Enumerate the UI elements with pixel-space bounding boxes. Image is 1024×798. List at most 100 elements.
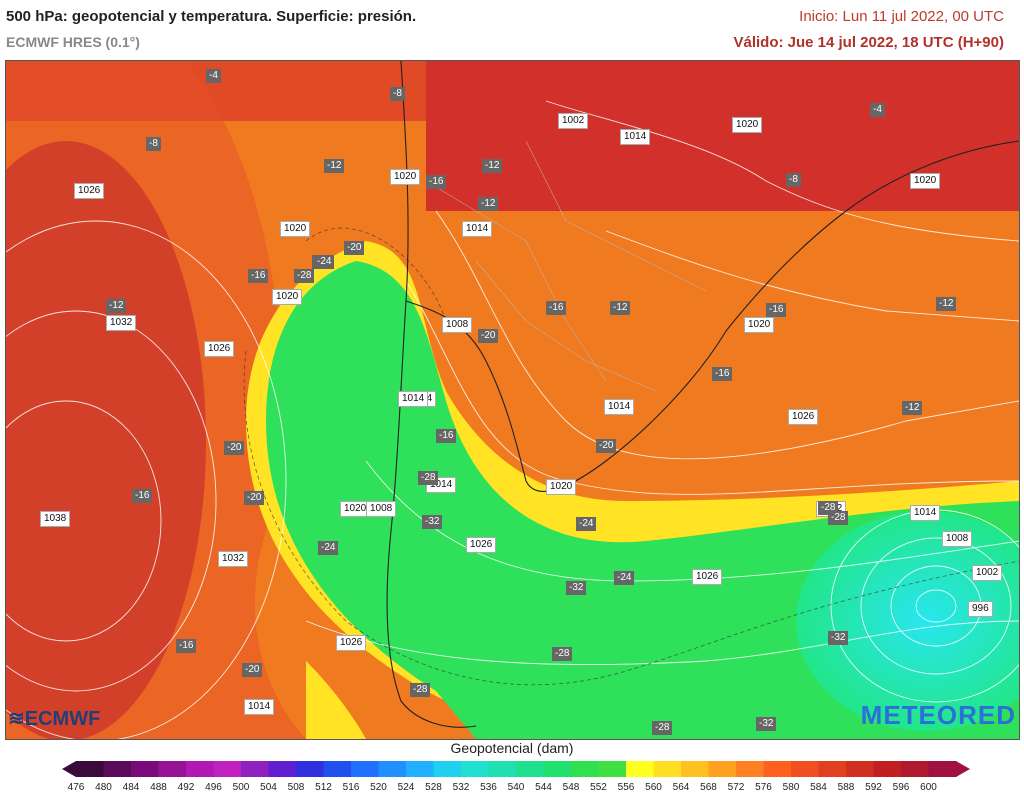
colorbar-swatch [103,761,132,777]
isotherm-label: -16 [248,269,269,283]
isotherm-label: -20 [344,241,365,255]
isobar-label: 1020 [272,289,303,305]
isobar-label: 1038 [40,511,71,527]
colorbar-tick-label: 484 [122,782,140,793]
colorbar-swatch [488,761,517,777]
colorbar-swatch [846,761,874,777]
isobar-label: 1020 [546,479,577,495]
colorbar-tick-label: 544 [535,782,552,793]
isobar-label: 1014 [604,399,635,415]
colorbar-swatch [818,761,847,777]
isobar-label: 1014 [244,699,275,715]
colorbar-tick-label: 516 [342,782,360,793]
isotherm-label: -32 [828,631,849,645]
isobar-label: 1014 [462,221,493,237]
isotherm-label: -12 [936,297,957,311]
colorbar-swatch [268,761,297,777]
isotherm-label: -16 [426,175,447,189]
colorbar-tick-label: 488 [150,782,167,793]
meteored-logo: METEORED [860,700,1016,730]
colorbar-tick-label: 540 [507,782,525,793]
isobar-label: 1020 [340,501,371,517]
isotherm-label: -16 [436,429,457,443]
isobar-label: 1026 [204,341,235,357]
isotherm-label: -16 [712,367,733,381]
colorbar-tick-label: 524 [397,782,415,793]
isotherm-label: -24 [318,541,339,555]
isotherm-label: -12 [324,159,345,173]
colorbar-tick-label: 556 [617,782,635,793]
colorbar-tick-label: 584 [810,782,827,793]
isotherm-label: -4 [870,103,885,117]
isotherm-label: -28 [828,511,849,525]
colorbar-tick-label: 492 [177,782,195,793]
isotherm-label: -4 [206,69,221,83]
isotherm-label: -20 [242,663,263,677]
colorbar-tick-label: 528 [425,782,442,793]
isobar-label: 1002 [972,565,1003,581]
isobar-label: 1008 [942,531,973,547]
colorbar-tick-label: 576 [755,782,772,793]
map-title: 500 hPa: geopotencial y temperatura. Sup… [6,8,417,25]
colorbar-swatch [213,761,242,777]
isotherm-label: -28 [652,721,673,735]
colorbar-tick-label: 476 [67,782,85,793]
colorbar-tick-label: 480 [95,782,112,793]
colorbar-swatch [791,761,819,777]
isotherm-label: -32 [566,581,587,595]
colorbar-swatch [378,761,407,777]
isotherm-label: -12 [106,299,127,313]
colorbar-swatch [571,761,599,777]
colorbar-title: Geopotencial (dam) [450,740,574,756]
colorbar-swatch [873,761,902,777]
colorbar-tick-label: 536 [480,782,497,793]
isotherm-label: -24 [576,517,597,531]
isobar-label: 1032 [106,315,137,331]
isobar-label: 1020 [390,169,421,185]
isotherm-label: -24 [614,571,635,585]
colorbar-swatch [901,761,929,777]
isotherm-label: -12 [482,159,503,173]
colorbar-tick-label: 504 [260,782,277,793]
colorbar-tick-label: 560 [645,782,662,793]
colorbar-tick-label: 512 [315,782,332,793]
isotherm-label: -16 [766,303,787,317]
isotherm-label: -16 [132,489,153,503]
forecast-map[interactable]: 1002101410201026103210381008101410141020… [5,60,1020,740]
colorbar-tick-label: 572 [727,782,745,793]
isobar-label: 1014 [620,129,651,145]
colorbar-tick-label: 592 [865,782,882,793]
isobar-label: 1026 [74,183,105,199]
colorbar-swatch [516,761,544,777]
colorbar-tick-label: 596 [892,782,910,793]
ecmwf-logo-icon: ≋ [8,708,25,730]
isobar-label: 1014 [398,391,429,407]
isotherm-label: -12 [902,401,923,415]
isobar-label: 1020 [910,173,941,189]
isobar-label: 1026 [788,409,819,425]
isobar-label: 1026 [336,635,367,651]
isobar-label: 1014 [910,505,941,521]
ecmwf-logo-text: ECMWF [24,708,101,730]
colorbar-tick-label: 564 [672,782,690,793]
colorbar-swatch [351,761,379,777]
colorbar-tick-label: 500 [232,782,250,793]
colorbar [62,761,970,777]
isotherm-label: -32 [756,717,777,731]
init-time: Inicio: Lun 11 jul 2022, 00 UTC [799,8,1004,25]
isobar-label: 1026 [692,569,723,585]
colorbar-swatch [598,761,627,777]
colorbar-swatch [736,761,764,777]
colorbar-swatch [186,761,214,777]
isotherm-label: -28 [410,683,431,697]
colorbar-swatch [708,761,737,777]
isobar-label: 1020 [732,117,763,133]
isobar-label: 1020 [744,317,775,333]
isotherm-label: -32 [422,515,443,529]
map-field [6,61,1019,739]
colorbar-swatch [928,761,957,777]
colorbar-swatch [681,761,709,777]
colorbar-swatch [158,761,187,777]
isobar-label: 1020 [280,221,311,237]
isotherm-label: -12 [478,197,499,211]
